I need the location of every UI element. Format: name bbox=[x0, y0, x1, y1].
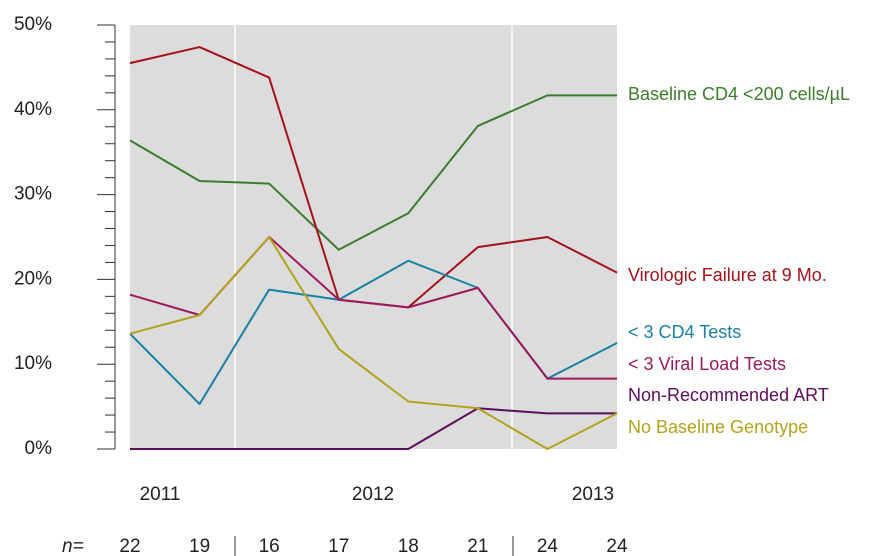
series-line bbox=[130, 407, 617, 450]
n-value: 18 bbox=[398, 536, 419, 556]
series-label: Baseline CD4 <200 cells/µL bbox=[628, 84, 850, 104]
series-line bbox=[129, 236, 618, 450]
series-label: < 3 Viral Load Tests bbox=[628, 354, 786, 374]
n-value: 16 bbox=[259, 536, 280, 556]
year-label: 2012 bbox=[352, 484, 394, 505]
plot-background bbox=[130, 25, 617, 449]
series-label: Virologic Failure at 9 Mo. bbox=[628, 265, 827, 285]
series-label: No Baseline Genotype bbox=[628, 417, 808, 437]
y-tick-label: 10% bbox=[14, 353, 52, 374]
n-value: 17 bbox=[328, 536, 349, 556]
n-value: 24 bbox=[606, 536, 628, 556]
y-tick-label: 50% bbox=[14, 14, 52, 35]
y-tick-label: 20% bbox=[14, 268, 52, 289]
series-label: Non-Recommended ART bbox=[628, 385, 829, 405]
n-value: 24 bbox=[537, 536, 559, 556]
n-value: 19 bbox=[189, 536, 210, 556]
series-label: < 3 CD4 Tests bbox=[628, 322, 741, 342]
year-label: 2011 bbox=[140, 484, 181, 505]
n-label: n= bbox=[62, 536, 84, 556]
n-value: 21 bbox=[467, 536, 488, 556]
y-tick-label: 40% bbox=[14, 99, 52, 120]
series-line bbox=[129, 94, 617, 251]
y-tick-label: 0% bbox=[25, 438, 53, 459]
y-tick-label: 30% bbox=[14, 184, 52, 205]
n-value: 22 bbox=[119, 536, 140, 556]
year-label: 2013 bbox=[572, 484, 614, 505]
